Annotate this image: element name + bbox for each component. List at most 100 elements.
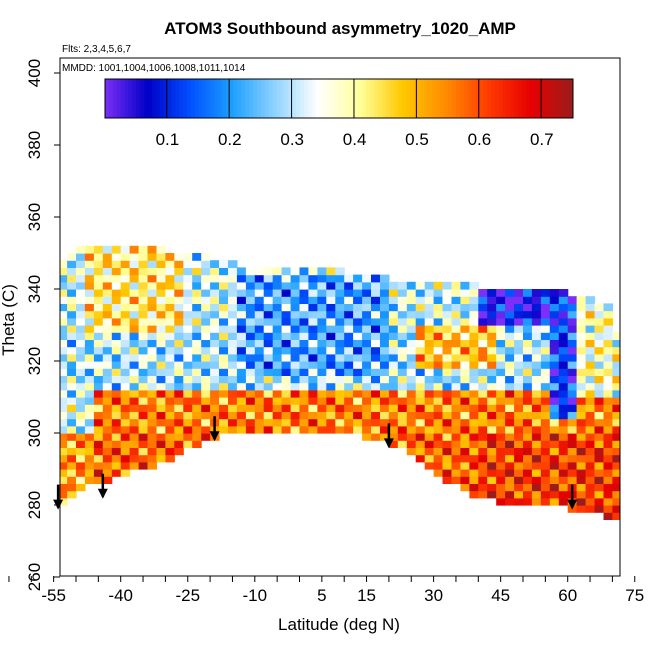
heatmap-cell bbox=[460, 483, 470, 492]
heatmap-cell bbox=[344, 281, 354, 290]
heatmap-cell bbox=[594, 411, 604, 420]
heatmap-cell bbox=[120, 469, 131, 477]
heatmap-cell bbox=[22, 447, 32, 455]
heatmap-cell bbox=[585, 397, 596, 405]
heatmap-cell bbox=[93, 411, 104, 420]
heatmap-cell bbox=[549, 361, 560, 369]
heatmap-cell bbox=[585, 325, 596, 333]
heatmap-cell bbox=[228, 361, 238, 369]
heatmap-cell bbox=[397, 346, 408, 355]
heatmap-cell bbox=[5, 383, 15, 391]
heatmap-cell bbox=[0, 383, 5, 391]
heatmap-cell bbox=[129, 325, 140, 333]
heatmap-cell bbox=[84, 382, 95, 391]
heatmap-cell bbox=[147, 303, 157, 312]
heatmap-cell bbox=[272, 389, 283, 398]
colorbar-swatch bbox=[276, 79, 281, 118]
heatmap-cell bbox=[487, 361, 497, 369]
heatmap-cell bbox=[281, 289, 292, 297]
heatmap-cell bbox=[156, 296, 166, 304]
heatmap-cell bbox=[0, 519, 5, 527]
heatmap-cell bbox=[505, 325, 515, 333]
heatmap-cell bbox=[371, 310, 381, 319]
heatmap-cell bbox=[138, 310, 149, 319]
heatmap-cell bbox=[469, 454, 479, 463]
heatmap-cell bbox=[60, 425, 68, 434]
heatmap-cell bbox=[201, 346, 211, 355]
heatmap-cell bbox=[93, 368, 104, 376]
heatmap-cell bbox=[487, 339, 497, 348]
heatmap-cell bbox=[120, 461, 131, 470]
y-tick-label: 380 bbox=[25, 131, 44, 159]
heatmap-cell bbox=[362, 346, 372, 355]
heatmap-cell bbox=[245, 368, 256, 376]
heatmap-cell bbox=[31, 318, 41, 326]
heatmap-cell bbox=[120, 425, 131, 434]
heatmap-cell bbox=[406, 418, 417, 427]
heatmap-cell bbox=[505, 289, 515, 297]
heatmap-cell bbox=[344, 382, 354, 391]
colorbar-swatch bbox=[514, 79, 519, 118]
heatmap-cell bbox=[531, 389, 542, 398]
heatmap-cell bbox=[469, 418, 479, 427]
heatmap-cell bbox=[460, 411, 470, 420]
heatmap-cell bbox=[290, 303, 301, 312]
colorbar-swatch bbox=[331, 79, 336, 118]
heatmap-cell bbox=[299, 281, 309, 290]
heatmap-cell bbox=[585, 411, 596, 420]
heatmap-cell bbox=[558, 346, 569, 355]
heatmap-cell bbox=[558, 469, 569, 477]
heatmap-cell bbox=[49, 440, 59, 448]
heatmap-cell bbox=[5, 476, 15, 484]
heatmap-cell bbox=[0, 498, 5, 506]
heatmap-cell bbox=[138, 353, 149, 362]
heatmap-cell bbox=[165, 433, 175, 441]
heatmap-cell bbox=[31, 397, 41, 405]
heatmap-cell bbox=[174, 310, 184, 319]
heatmap-cell bbox=[156, 375, 166, 384]
heatmap-cell bbox=[138, 461, 149, 470]
heatmap-cell bbox=[102, 346, 113, 355]
heatmap-cell bbox=[505, 469, 515, 477]
colorbar-swatch bbox=[171, 79, 176, 118]
colorbar-swatch bbox=[569, 79, 574, 118]
heatmap-cell bbox=[129, 404, 140, 412]
heatmap-cell bbox=[478, 361, 488, 369]
heatmap-cell bbox=[433, 440, 444, 448]
heatmap-cell bbox=[594, 382, 604, 391]
heatmap-cell bbox=[192, 310, 202, 319]
heatmap-cell bbox=[67, 353, 77, 362]
heatmap-cell bbox=[5, 519, 15, 527]
heatmap-cell bbox=[49, 455, 59, 463]
colorbar-swatch bbox=[526, 79, 531, 118]
heatmap-cell bbox=[201, 274, 211, 283]
heatmap-cell bbox=[585, 296, 596, 304]
heatmap-cell bbox=[451, 411, 461, 420]
heatmap-cell bbox=[236, 368, 247, 376]
heatmap-cell bbox=[531, 433, 542, 441]
heatmap-cell bbox=[93, 389, 104, 398]
heatmap-cell bbox=[40, 318, 50, 326]
heatmap-cell bbox=[84, 303, 95, 312]
heatmap-cell bbox=[13, 433, 23, 441]
heatmap-cell bbox=[478, 325, 488, 333]
heatmap-cell bbox=[174, 303, 184, 312]
heatmap-cell bbox=[201, 339, 211, 348]
heatmap-cell bbox=[120, 440, 131, 448]
heatmap-cell bbox=[549, 433, 560, 441]
heatmap-cell bbox=[496, 296, 506, 304]
heatmap-cell bbox=[523, 411, 533, 420]
colorbar-swatch bbox=[506, 79, 512, 118]
heatmap-cell bbox=[397, 353, 408, 362]
heatmap-cell bbox=[496, 382, 506, 391]
heatmap-cell bbox=[111, 353, 122, 362]
heatmap-cell bbox=[460, 397, 470, 405]
heatmap-cell bbox=[496, 404, 506, 412]
heatmap-cell bbox=[147, 325, 157, 333]
heatmap-cell bbox=[174, 447, 184, 456]
heatmap-cell bbox=[371, 353, 381, 362]
heatmap-cell bbox=[165, 310, 175, 319]
heatmap-cell bbox=[612, 339, 620, 348]
heatmap-cell bbox=[31, 325, 41, 333]
heatmap-cell bbox=[299, 353, 309, 362]
